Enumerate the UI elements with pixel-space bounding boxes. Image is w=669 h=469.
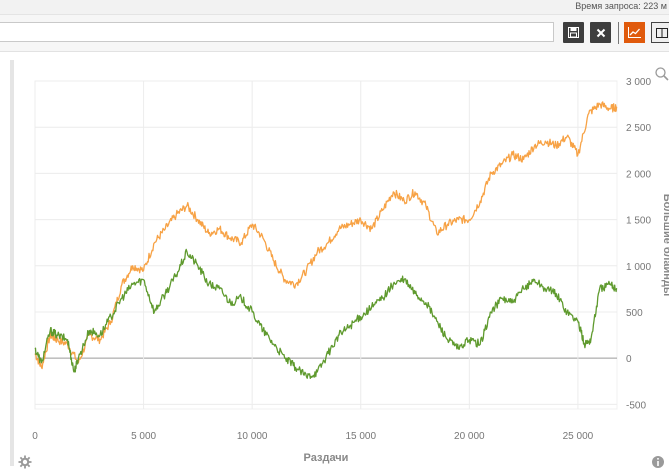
close-x-icon	[596, 28, 605, 37]
y-tick-label: 2 000	[626, 169, 651, 180]
x-tick-label: 20 000	[454, 431, 485, 442]
toolbar-separator	[618, 22, 619, 44]
info-icon[interactable]	[651, 455, 665, 469]
y-tick-label: 1 500	[626, 216, 651, 227]
x-tick-label: 5 000	[131, 431, 156, 442]
x-tick-label: 15 000	[345, 431, 376, 442]
x-tick-label: 25 000	[563, 431, 594, 442]
y-tick-label: 500	[626, 308, 643, 319]
orange-series-line	[34, 101, 618, 370]
gear-icon[interactable]	[18, 455, 32, 469]
toolbar	[0, 15, 669, 52]
query-time-label: Время запроса: 223 м	[575, 1, 667, 11]
query-input[interactable]	[0, 22, 554, 42]
y-tick-label: 1 000	[626, 262, 651, 273]
y-tick-label: 2 500	[626, 123, 651, 134]
floppy-disk-icon	[568, 27, 579, 38]
green-series-line	[34, 248, 618, 380]
label-layer: -500 0 500 1 000 1 500 2 000 2 500 3 000 0 5 000 1…	[32, 77, 669, 464]
y-axis-title: Большие блайнды	[661, 194, 669, 297]
top-status-bar: Время запроса: 223 м	[0, 0, 669, 15]
chart-view-button[interactable]	[624, 22, 645, 43]
y-tick-label: 3 000	[626, 77, 651, 88]
x-axis-title: Раздачи	[304, 452, 349, 464]
grid-layer	[34, 80, 618, 410]
line-chart-icon	[628, 27, 641, 38]
columns-icon	[655, 27, 668, 38]
series-layer	[34, 101, 618, 380]
close-button[interactable]	[590, 22, 611, 43]
y-tick-label: -500	[626, 400, 646, 411]
x-tick-label: 0	[32, 431, 38, 442]
y-tick-label: 0	[626, 354, 632, 365]
x-tick-label: 10 000	[237, 431, 268, 442]
table-view-button[interactable]	[651, 22, 669, 43]
zoom-icon[interactable]	[655, 67, 669, 81]
save-button[interactable]	[563, 22, 584, 43]
